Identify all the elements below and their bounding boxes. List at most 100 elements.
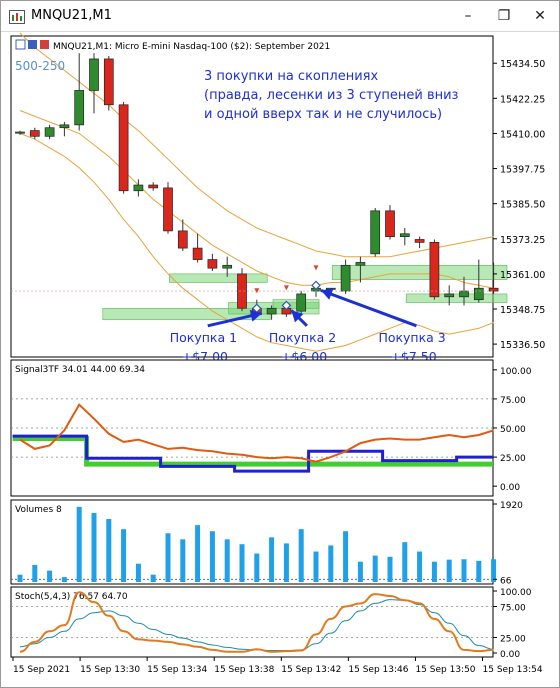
price-pane[interactable]: 15434.50 15422.25 15410.00 15397.75 15385.50… xyxy=(10,32,545,364)
chart-window-icon xyxy=(9,9,25,24)
candle xyxy=(15,131,25,134)
volume-bar xyxy=(417,551,423,582)
volume-bar xyxy=(254,553,260,582)
volume-bar xyxy=(269,537,275,582)
volumes-pane[interactable]: 1920 66 Volumes 8 xyxy=(10,499,523,586)
volume-bar xyxy=(476,560,482,582)
volume-bar xyxy=(91,512,97,582)
volume-bar xyxy=(47,570,53,582)
volume-bar xyxy=(283,543,289,582)
grid-icon xyxy=(15,39,26,50)
volume-bar xyxy=(224,539,230,582)
candle xyxy=(163,187,173,232)
buy-label: Покупка 1 xyxy=(170,330,237,345)
candle xyxy=(44,127,55,137)
annotation-line: (правда, лесенки из 3 ступеней вниз xyxy=(204,88,459,103)
chart-area[interactable]: 15434.50 15422.25 15410.00 15397.75 15385.50… xyxy=(1,31,559,687)
volume-bar xyxy=(357,561,363,582)
volume-bar xyxy=(150,574,156,582)
volume-bar xyxy=(343,531,349,582)
candle xyxy=(118,104,129,192)
symbol-description: MNQU21,M1: Micro E-mini Nasdaq-100 ($2):… xyxy=(53,42,330,52)
volumes-label: Volumes 8 xyxy=(15,505,62,515)
stoch-plot-frame xyxy=(10,586,494,658)
volume-bar xyxy=(372,555,378,582)
stoch-axis-label: 25.00 xyxy=(500,635,526,645)
stoch-axis-label: 100.00 xyxy=(500,588,532,598)
time-axis-label: 15 Sep 13:54 xyxy=(483,665,543,675)
buy-signal-marker xyxy=(281,300,292,311)
buy-pointer-arrow xyxy=(320,288,417,328)
volume-bar xyxy=(491,559,497,582)
stoch-pane[interactable]: 100.00 75.00 25.00 0.00 Stoch(5,4,3) 76.57 6… xyxy=(10,586,532,660)
volumes-axis-label: 66 xyxy=(500,576,512,586)
candle xyxy=(340,264,351,292)
time-axis-label: 15 Sep 13:42 xyxy=(281,665,341,675)
signal3tf-axis-label: 75.00 xyxy=(500,396,526,406)
time-axis: 15 Sep 2021 15 Sep 13:30 15 Sep 13:34 15 Se… xyxy=(12,657,543,675)
band-middle-line xyxy=(19,110,494,289)
candle xyxy=(385,210,395,237)
signal3tf-series-line xyxy=(19,403,494,463)
candle xyxy=(74,90,85,126)
volume-bar xyxy=(461,559,467,582)
stoch-axis-label: 0.00 xyxy=(500,650,520,660)
price-axis-label: 15410.00 xyxy=(500,129,545,140)
stoch-label: Stoch(5,4,3) 76.57 64.70 xyxy=(15,592,128,602)
signal3tf-axis-label: 100.00 xyxy=(500,367,532,377)
candle xyxy=(192,247,203,260)
time-axis-label: 15 Sep 2021 xyxy=(13,665,70,675)
volume-bar xyxy=(387,556,393,582)
title-bar[interactable]: MNQU21,M1 – ❐ ✕ xyxy=(1,1,559,32)
time-axis-label: 15 Sep 13:34 xyxy=(147,665,207,675)
buy-label: Покупка 2 xyxy=(269,330,336,345)
volume-bar xyxy=(239,544,245,582)
candle xyxy=(133,184,144,192)
candle xyxy=(296,293,307,312)
annotation-line: и одной вверх так и не случилось) xyxy=(204,107,442,122)
price-axis-label: 15373.25 xyxy=(500,235,545,246)
signal3tf-series-line xyxy=(12,434,493,473)
entry-arrow-marker xyxy=(254,288,260,294)
candle xyxy=(207,259,218,269)
buy-label: Покупка 3 xyxy=(378,330,445,345)
candle xyxy=(222,264,233,269)
volume-bar xyxy=(431,561,437,582)
volume-bar xyxy=(165,533,171,582)
volume-bar xyxy=(180,539,186,582)
price-axis-label: 15336.50 xyxy=(500,340,545,351)
window-title: MNQU21,M1 xyxy=(31,8,112,23)
candle xyxy=(103,58,114,106)
volume-bar xyxy=(17,574,23,582)
candle xyxy=(89,58,99,91)
candle xyxy=(177,230,188,249)
time-axis-label: 15 Sep 13:30 xyxy=(80,665,140,675)
annotation-line: 3 покупки на скоплениях xyxy=(204,69,378,84)
candle xyxy=(459,290,469,298)
candle xyxy=(29,130,40,137)
volume-bar xyxy=(106,519,112,582)
volume-bar xyxy=(402,542,408,582)
price-axis-label: 15422.25 xyxy=(500,94,545,105)
price-axis-label: 15361.00 xyxy=(500,270,545,281)
signal3tf-pane[interactable]: 100.00 75.00 50.00 25.00 0.00 Signal3TF 34.01… xyxy=(10,359,532,497)
buy-pointer-arrowhead xyxy=(321,288,334,300)
candle xyxy=(473,287,484,301)
candles-icon xyxy=(40,40,49,49)
restore-button[interactable]: ❐ xyxy=(497,8,511,24)
candle xyxy=(355,262,366,266)
volume-bar xyxy=(328,545,334,582)
chart-header-icon xyxy=(15,39,49,50)
close-button[interactable]: ✕ xyxy=(534,8,546,24)
volume-bar xyxy=(135,563,141,582)
time-axis-label: 15 Sep 13:46 xyxy=(348,665,408,675)
signal3tf-label: Signal3TF 34.01 44.00 69.34 xyxy=(15,365,145,375)
volume-bar xyxy=(298,529,304,582)
corner-label: 500-250 xyxy=(15,59,65,73)
volumes-plot-frame xyxy=(10,499,494,585)
buy-signal-marker xyxy=(311,280,321,291)
signal3tf-axis-label: 50.00 xyxy=(500,425,526,435)
minimize-button[interactable]: – xyxy=(464,8,472,24)
time-axis-label: 15 Sep 13:50 xyxy=(415,665,475,675)
candle xyxy=(370,210,381,255)
